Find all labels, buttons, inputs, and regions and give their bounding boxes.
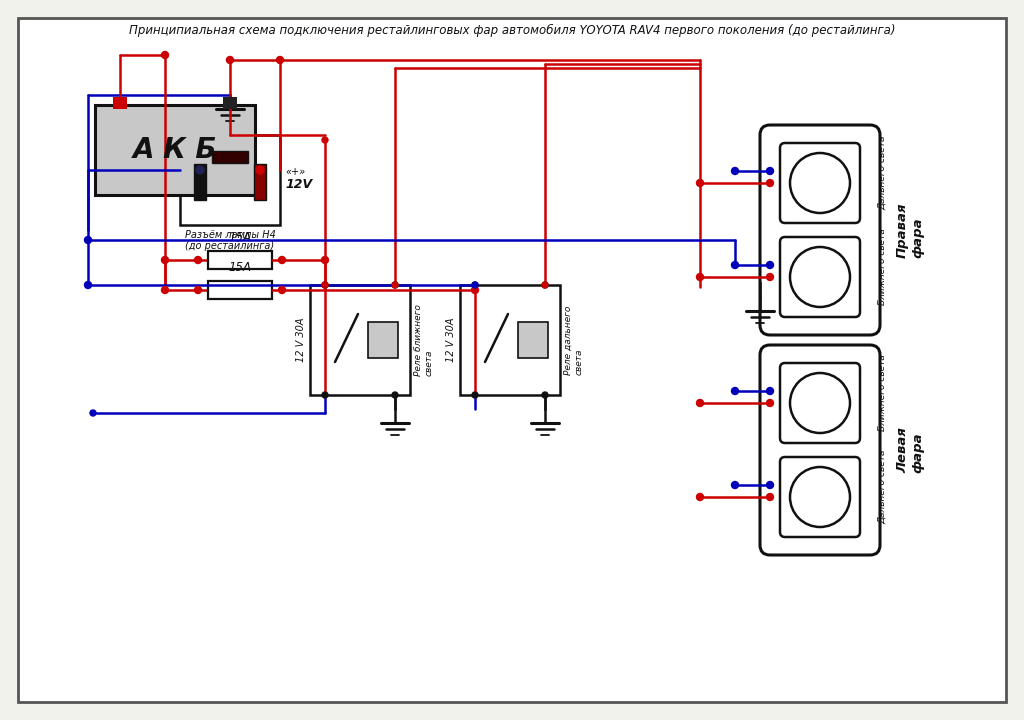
Circle shape [85,282,91,289]
Circle shape [472,392,478,398]
Circle shape [767,493,773,500]
Circle shape [392,282,398,288]
Circle shape [472,282,478,288]
Circle shape [90,410,96,416]
Bar [180,135,280,225]
Circle shape [471,287,478,294]
Text: 12V: 12V [285,178,312,191]
Text: 15А: 15А [228,231,252,244]
Circle shape [85,236,91,243]
Circle shape [279,256,286,264]
Circle shape [767,387,773,395]
Circle shape [322,282,328,288]
Text: Реле ближнего
света: Реле ближнего света [414,304,433,376]
Circle shape [767,179,773,186]
Circle shape [322,256,329,264]
Bar [518,322,548,358]
Bar [254,164,266,200]
Text: Ближнего света: Ближнего света [878,354,887,431]
Text: Реле дальнего
света: Реле дальнего света [564,305,584,374]
Circle shape [392,392,398,398]
Bar [223,97,237,109]
Text: Принципиальная схема подключения рестайлинговых фар автомобиля YOYOTA RAV4 перво: Принципиальная схема подключения рестайл… [129,24,895,37]
Circle shape [767,261,773,269]
Circle shape [696,493,703,500]
Circle shape [472,282,478,288]
FancyBboxPatch shape [780,237,860,317]
Text: свет: свет [218,111,242,121]
Bar [460,285,560,395]
Circle shape [322,282,328,288]
Circle shape [195,287,202,294]
Circle shape [731,168,738,174]
Circle shape [767,400,773,407]
Circle shape [731,261,738,269]
Circle shape [790,373,850,433]
Text: Правая
фара: Правая фара [896,202,924,258]
Circle shape [162,256,169,264]
Text: 12 V 30А: 12 V 30А [296,318,306,362]
Circle shape [226,56,233,63]
Circle shape [162,52,169,58]
Circle shape [196,166,204,174]
Circle shape [731,482,738,488]
FancyBboxPatch shape [780,143,860,223]
Circle shape [767,482,773,488]
Text: Ближнего света: Ближнего света [878,228,887,305]
Circle shape [790,153,850,213]
Bar [368,322,398,358]
Circle shape [195,256,202,264]
Circle shape [322,137,328,143]
Bar [113,97,127,109]
Circle shape [392,282,398,288]
Text: Дальний: Дальний [157,148,167,192]
Bar [208,281,272,299]
Text: свет: свет [167,158,177,181]
Bar [208,251,272,269]
Circle shape [767,274,773,281]
FancyBboxPatch shape [780,457,860,537]
Bar [212,151,248,163]
Circle shape [790,247,850,307]
Text: Ближний: Ближний [205,119,255,129]
Text: Разъём лампы H4: Разъём лампы H4 [184,230,275,240]
Circle shape [322,392,328,398]
Text: (до рестайлинга): (до рестайлинга) [185,241,274,251]
Circle shape [256,166,264,174]
Circle shape [767,168,773,174]
Circle shape [279,287,286,294]
Bar [95,105,255,195]
Bar [310,285,410,395]
FancyBboxPatch shape [760,125,880,335]
Text: Левая
фара: Левая фара [896,427,924,473]
Circle shape [696,400,703,407]
Text: Дальнего света: Дальнего света [878,450,887,524]
Circle shape [696,179,703,186]
Text: «+»: «+» [285,167,305,177]
Circle shape [542,282,548,288]
Text: А К Б: А К Б [133,136,217,164]
FancyBboxPatch shape [780,363,860,443]
Text: Дальнего света: Дальнего света [878,136,887,210]
Bar [194,164,206,200]
Circle shape [696,274,703,281]
Text: 12 V 30А: 12 V 30А [446,318,456,362]
Circle shape [731,387,738,395]
Circle shape [162,287,169,294]
Circle shape [276,56,284,63]
Text: 15А: 15А [228,261,252,274]
FancyBboxPatch shape [760,345,880,555]
Circle shape [542,392,548,398]
Circle shape [790,467,850,527]
Circle shape [542,282,548,288]
